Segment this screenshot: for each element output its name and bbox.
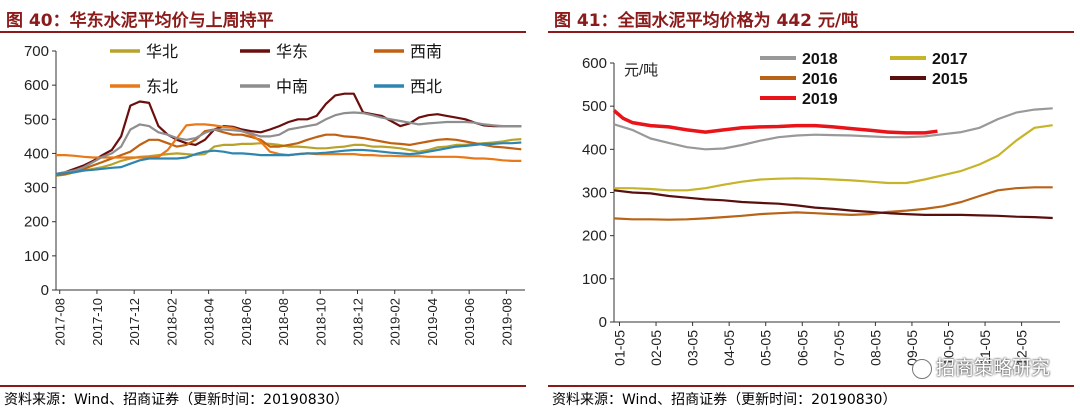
- x-tick-label: 05-05: [758, 330, 774, 366]
- legend-label: 西北: [410, 78, 442, 96]
- watermark-text: 招商策略研究: [935, 357, 1050, 379]
- figure-41-chart: 0 100 200 300 400 500 600 01-05 02-05 03-05 04-05 0…: [582, 51, 1060, 366]
- figure-40-chart: 0 100 200 300 400 500 600 700 2017-08 2017-10 2017…: [24, 43, 525, 346]
- series-line-2: [55, 128, 522, 177]
- y-axis-unit-label: 元/吨: [624, 62, 658, 79]
- y-tick-label: 700: [24, 43, 49, 60]
- x-tick-label: 2018-06: [239, 298, 254, 346]
- y-tick-label: 0: [41, 282, 49, 299]
- legend-label: 2019: [802, 91, 838, 108]
- x-tick-label: 02-05: [648, 330, 664, 366]
- x-tick-label: 08-05: [867, 330, 883, 366]
- legend-label: 华东: [276, 43, 308, 61]
- series-line-1: [614, 124, 1053, 192]
- x-tick-label: 2017-10: [90, 298, 105, 346]
- x-tick-label: 2018-02: [164, 298, 179, 346]
- x-tick-label: 2018-10: [313, 298, 328, 346]
- x-tick-label: 2017-08: [53, 298, 68, 346]
- x-tick-label: 2019-02: [388, 298, 403, 346]
- x-tick-label: 2018-12: [351, 298, 366, 346]
- x-tick-label: 03-05: [685, 330, 701, 366]
- y-tick-label: 100: [24, 248, 49, 265]
- x-tick-label: 2018-08: [276, 298, 291, 346]
- wechat-badge-icon: [911, 358, 932, 379]
- figure-41-title: 图 41：全国水泥平均价格为 442 元/吨: [554, 11, 859, 31]
- figure-40-source: 资料来源：Wind、招商证券（更新时间：20190830）: [4, 392, 349, 408]
- figure-41-source: 资料来源：Wind、招商证券（更新时间：20190830）: [552, 392, 897, 408]
- series-line-5: [55, 141, 522, 175]
- x-tick-label: 2019-08: [499, 298, 514, 346]
- legend-label: 东北: [146, 78, 178, 96]
- x-tick-label: 06-05: [794, 330, 810, 366]
- series-line-4: [612, 109, 938, 135]
- figure-40-title: 图 40：华东水泥平均价与上周持平: [6, 11, 274, 31]
- x-tick-label: 11-05: [977, 330, 993, 365]
- y-tick-label: 300: [24, 180, 49, 197]
- legend-label: 西南: [410, 43, 442, 61]
- source-rule: [0, 385, 526, 387]
- x-tick-label: 2019-06: [462, 298, 477, 346]
- legend-label: 2018: [802, 51, 838, 68]
- figure-41-panel: 图 41：全国水泥平均价格为 442 元/吨 0 100 200 300 400 500 6…: [548, 0, 1080, 413]
- x-tick-label: 10-05: [941, 330, 957, 366]
- y-tick-label: 600: [582, 55, 607, 72]
- x-tick-label: 2019-04: [425, 298, 440, 346]
- x-tick-label: 09-05: [904, 330, 920, 366]
- title-rule: [0, 31, 526, 33]
- series-line-3: [613, 189, 1053, 220]
- series-line-0: [613, 107, 1053, 151]
- source-rule: [548, 385, 1074, 387]
- y-tick-label: 400: [582, 141, 607, 158]
- series-line-4: [55, 111, 522, 175]
- x-tick-label: 12-05: [1014, 330, 1030, 366]
- y-tick-label: 0: [599, 314, 607, 331]
- y-tick-label: 300: [582, 185, 607, 202]
- y-tick-label: 500: [24, 111, 49, 128]
- watermark: 招商策略研究: [911, 353, 1050, 380]
- y-tick-label: 500: [582, 98, 607, 115]
- title-rule: [548, 31, 1074, 33]
- y-tick-label: 200: [582, 228, 607, 245]
- series-line-2: [613, 186, 1053, 221]
- x-tick-label: 2017-12: [127, 298, 142, 346]
- y-tick-label: 200: [24, 214, 49, 231]
- legend-label: 华北: [146, 43, 178, 61]
- legend-label: 2017: [932, 51, 968, 68]
- x-tick-label: 07-05: [831, 330, 847, 366]
- legend-label: 中南: [276, 78, 308, 96]
- x-tick-label: 01-05: [611, 330, 627, 366]
- legend-label: 2016: [802, 71, 838, 88]
- y-tick-label: 600: [24, 77, 49, 94]
- figure-40-panel: 图 40：华东水泥平均价与上周持平 0 100 200 300 400 500 600 700…: [0, 0, 532, 413]
- legend-label: 2015: [932, 71, 968, 88]
- series-line-1: [55, 92, 522, 175]
- x-tick-label: 04-05: [721, 330, 737, 366]
- y-tick-label: 100: [582, 271, 607, 288]
- x-tick-label: 2018-04: [202, 298, 217, 346]
- y-tick-label: 400: [24, 145, 49, 162]
